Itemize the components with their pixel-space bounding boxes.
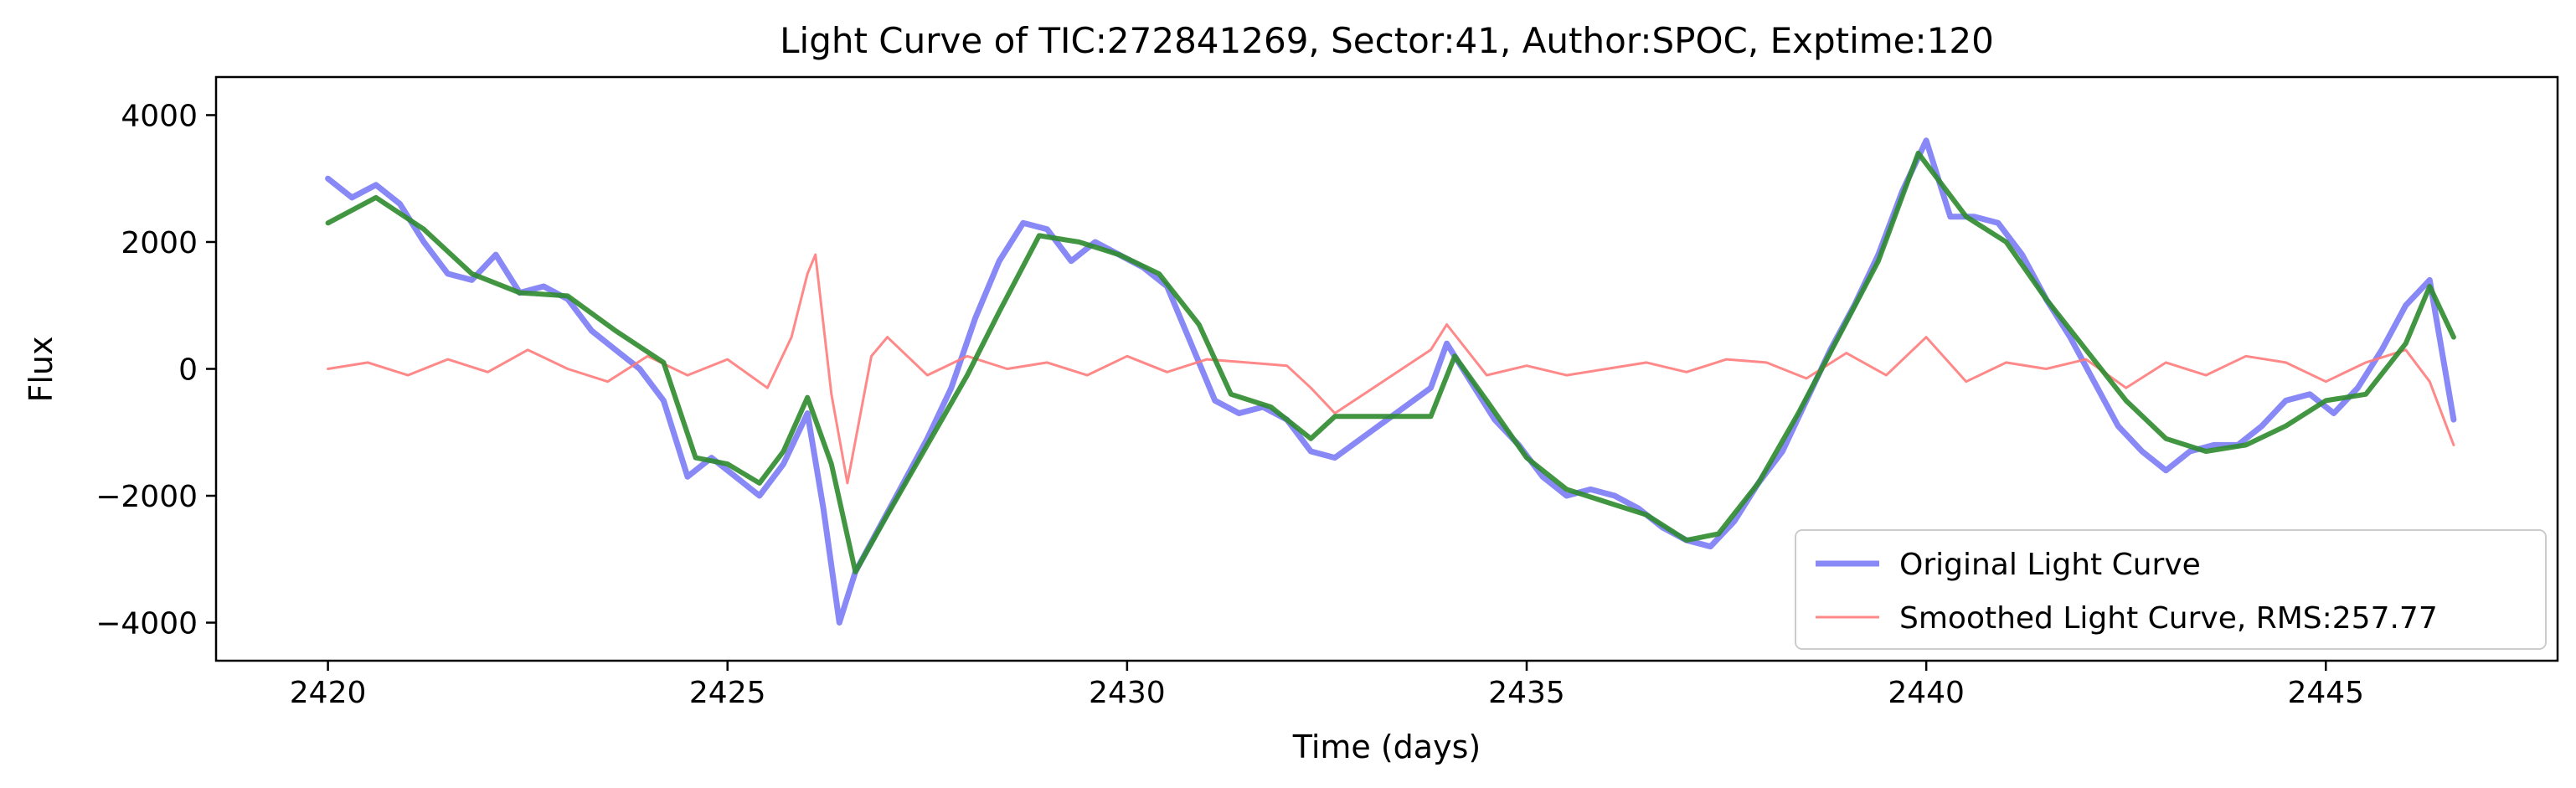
y-tick-label: −2000 (95, 480, 198, 514)
x-tick-label: 2435 (1488, 676, 1565, 710)
y-tick-label: 2000 (121, 226, 198, 260)
y-axis: −4000 −2000 0 2000 4000 (95, 99, 216, 641)
smoothed-light-curve-line (327, 253, 2455, 485)
x-tick-label: 2440 (1888, 676, 1965, 710)
trend-line (325, 150, 2456, 574)
plot-area (325, 137, 2457, 626)
x-axis-label: Time (days) (1292, 729, 1481, 765)
legend-entry: Smoothed Light Curve, RMS:257.77 (1899, 601, 2438, 636)
x-axis: 2420 2425 2430 2435 2440 2445 (290, 661, 2364, 710)
legend-entry: Original Light Curve (1899, 548, 2201, 582)
y-tick-label: 0 (178, 353, 198, 388)
legend: Original Light Curve Smoothed Light Curve… (1795, 529, 2547, 650)
original-light-curve-line (325, 137, 2457, 626)
x-tick-label: 2420 (290, 676, 367, 710)
x-tick-label: 2425 (689, 676, 766, 710)
chart-title: Light Curve of TIC:272841269, Sector:41,… (780, 20, 1994, 61)
y-tick-label: −4000 (95, 607, 198, 641)
x-tick-label: 2430 (1089, 676, 1166, 710)
plot-frame (214, 75, 2559, 662)
legend-box (1795, 529, 2547, 650)
y-axis-label: Flux (23, 337, 59, 403)
x-tick-label: 2445 (2287, 676, 2364, 710)
y-tick-label: 4000 (121, 99, 198, 133)
